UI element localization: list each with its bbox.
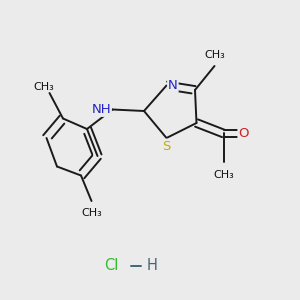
Text: NH: NH <box>92 103 111 116</box>
Text: CH₃: CH₃ <box>33 82 54 92</box>
Text: S: S <box>162 140 171 152</box>
Text: H: H <box>147 258 158 273</box>
Text: CH₃: CH₃ <box>81 208 102 218</box>
Text: CH₃: CH₃ <box>204 50 225 60</box>
Text: O: O <box>238 127 249 140</box>
Text: Cl: Cl <box>104 258 118 273</box>
Text: CH₃: CH₃ <box>213 169 234 179</box>
Text: N: N <box>168 79 178 92</box>
